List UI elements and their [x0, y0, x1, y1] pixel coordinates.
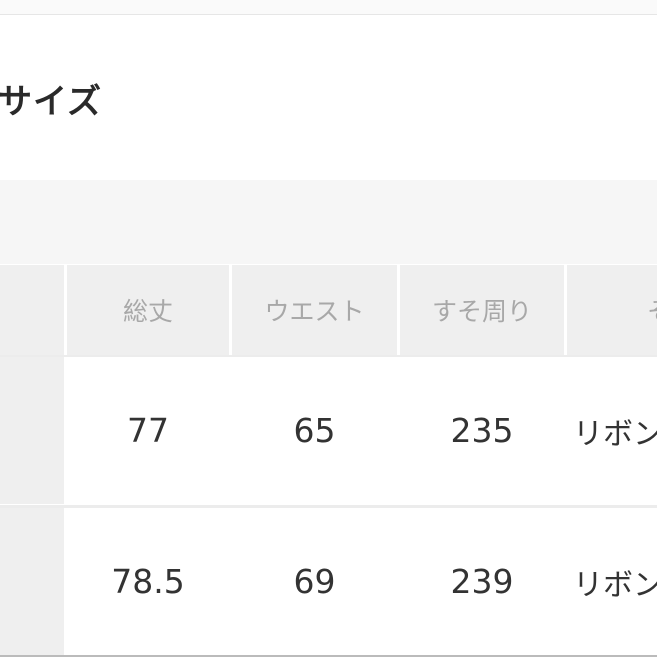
- header-waist: ウエスト: [232, 265, 397, 355]
- header-other: そ: [567, 265, 657, 355]
- row-label-cell: [0, 508, 64, 655]
- page-title: サイズ: [0, 82, 102, 122]
- header-corner: [0, 265, 64, 355]
- table-bottom-border: [0, 655, 657, 657]
- table-cell: 239: [400, 508, 564, 655]
- table-cell: リボン: [567, 508, 657, 655]
- row-divider: [0, 355, 657, 357]
- top-divider: [0, 0, 657, 15]
- table-cell: 77: [67, 357, 229, 504]
- header-length: 総丈: [67, 265, 229, 355]
- row-label-cell: [0, 357, 64, 504]
- table-cell: 69: [232, 508, 397, 655]
- row-divider: [0, 505, 657, 508]
- table-cell: 65: [232, 357, 397, 504]
- table-cell: 78.5: [67, 508, 229, 655]
- header-hem: すそ周り: [400, 265, 564, 355]
- table-cell: リボン: [567, 357, 657, 504]
- table-cell: 235: [400, 357, 564, 504]
- section-band: [0, 180, 657, 264]
